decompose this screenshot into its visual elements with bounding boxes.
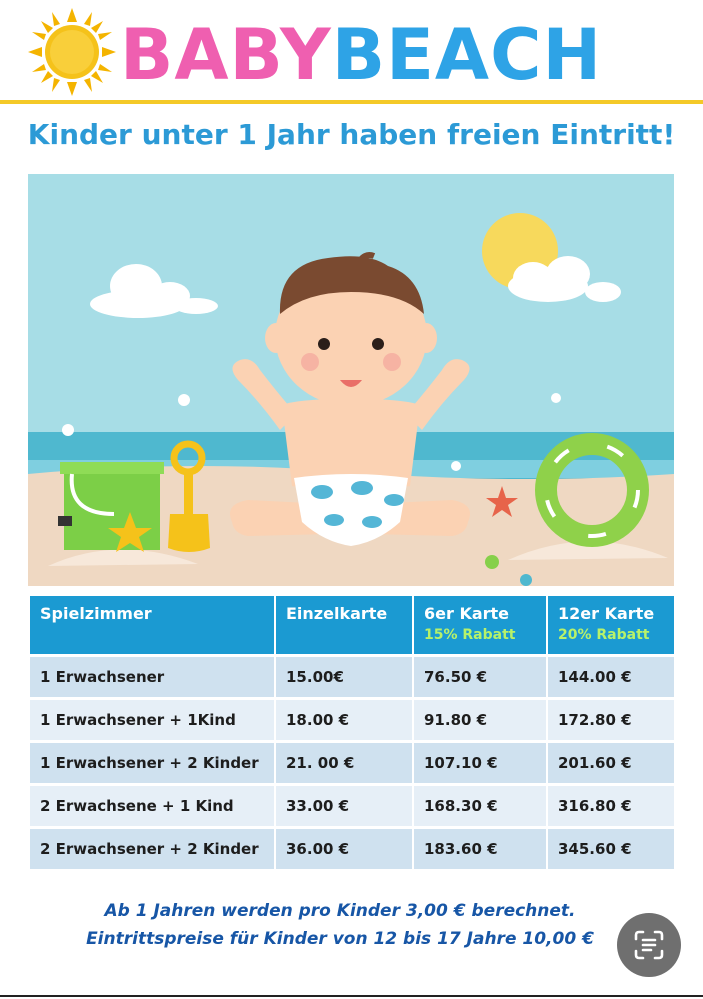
table-row: 2 Erwachsener + 2 Kinder 36.00 € 183.60 … xyxy=(30,826,674,869)
price-single: 33.00 € xyxy=(276,783,414,826)
sun-icon xyxy=(28,8,116,96)
child-fee-note: Ab 1 Jahren werden pro Kinder 3,00 € ber… xyxy=(104,901,576,921)
price-12er: 172.80 € xyxy=(548,697,674,740)
price-6er: 183.60 € xyxy=(414,826,548,869)
header-divider xyxy=(0,100,703,104)
price-6er: 76.50 € xyxy=(414,654,548,697)
scan-text-icon xyxy=(634,930,664,960)
brand-logo: BABYBEACH xyxy=(120,10,602,100)
row-name: 2 Erwachsene + 1 Kind xyxy=(30,783,276,826)
price-12er: 316.80 € xyxy=(548,783,674,826)
discount-6er: 15% Rabatt xyxy=(424,627,516,643)
price-12er: 144.00 € xyxy=(548,654,674,697)
table-row: 1 Erwachsener 15.00€ 76.50 € 144.00 € xyxy=(30,654,674,697)
brand-baby: BABY xyxy=(120,14,332,96)
price-single: 21. 00 € xyxy=(276,740,414,783)
row-name: 2 Erwachsener + 2 Kinder xyxy=(30,826,276,869)
col-header-6er: 6er Karte 15% Rabatt xyxy=(414,596,548,654)
price-single: 36.00 € xyxy=(276,826,414,869)
price-single: 15.00€ xyxy=(276,654,414,697)
table-row: 1 Erwachsener + 2 Kinder 21. 00 € 107.10… xyxy=(30,740,674,783)
price-6er: 107.10 € xyxy=(414,740,548,783)
price-table: Spielzimmer Einzelkarte 6er Karte 15% Rab… xyxy=(30,596,674,869)
price-6er: 91.80 € xyxy=(414,697,548,740)
price-12er: 201.60 € xyxy=(548,740,674,783)
table-row: 1 Erwachsener + 1Kind 18.00 € 91.80 € 17… xyxy=(30,697,674,740)
scan-text-button[interactable] xyxy=(617,913,681,977)
col-header-room: Spielzimmer xyxy=(30,596,276,654)
price-single: 18.00 € xyxy=(276,697,414,740)
row-name: 1 Erwachsener + 2 Kinder xyxy=(30,740,276,783)
bottom-divider xyxy=(0,995,703,997)
teen-price-note: Eintrittspreise für Kinder von 12 bis 17… xyxy=(86,929,594,949)
col-header-12er: 12er Karte 20% Rabatt xyxy=(548,596,674,654)
row-name: 1 Erwachsener + 1Kind xyxy=(30,697,276,740)
table-row: 2 Erwachsene + 1 Kind 33.00 € 168.30 € 3… xyxy=(30,783,674,826)
discount-12er: 20% Rabatt xyxy=(558,627,650,643)
price-6er: 168.30 € xyxy=(414,783,548,826)
baby-beach-illustration xyxy=(28,174,674,586)
tagline: Kinder unter 1 Jahr haben freien Eintrit… xyxy=(27,118,676,151)
row-name: 1 Erwachsener xyxy=(30,654,276,697)
price-12er: 345.60 € xyxy=(548,826,674,869)
col-header-single: Einzelkarte xyxy=(276,596,414,654)
brand-beach: BEACH xyxy=(331,14,603,96)
table-header-row: Spielzimmer Einzelkarte 6er Karte 15% Rab… xyxy=(30,596,674,654)
header: BABYBEACH xyxy=(0,0,703,108)
